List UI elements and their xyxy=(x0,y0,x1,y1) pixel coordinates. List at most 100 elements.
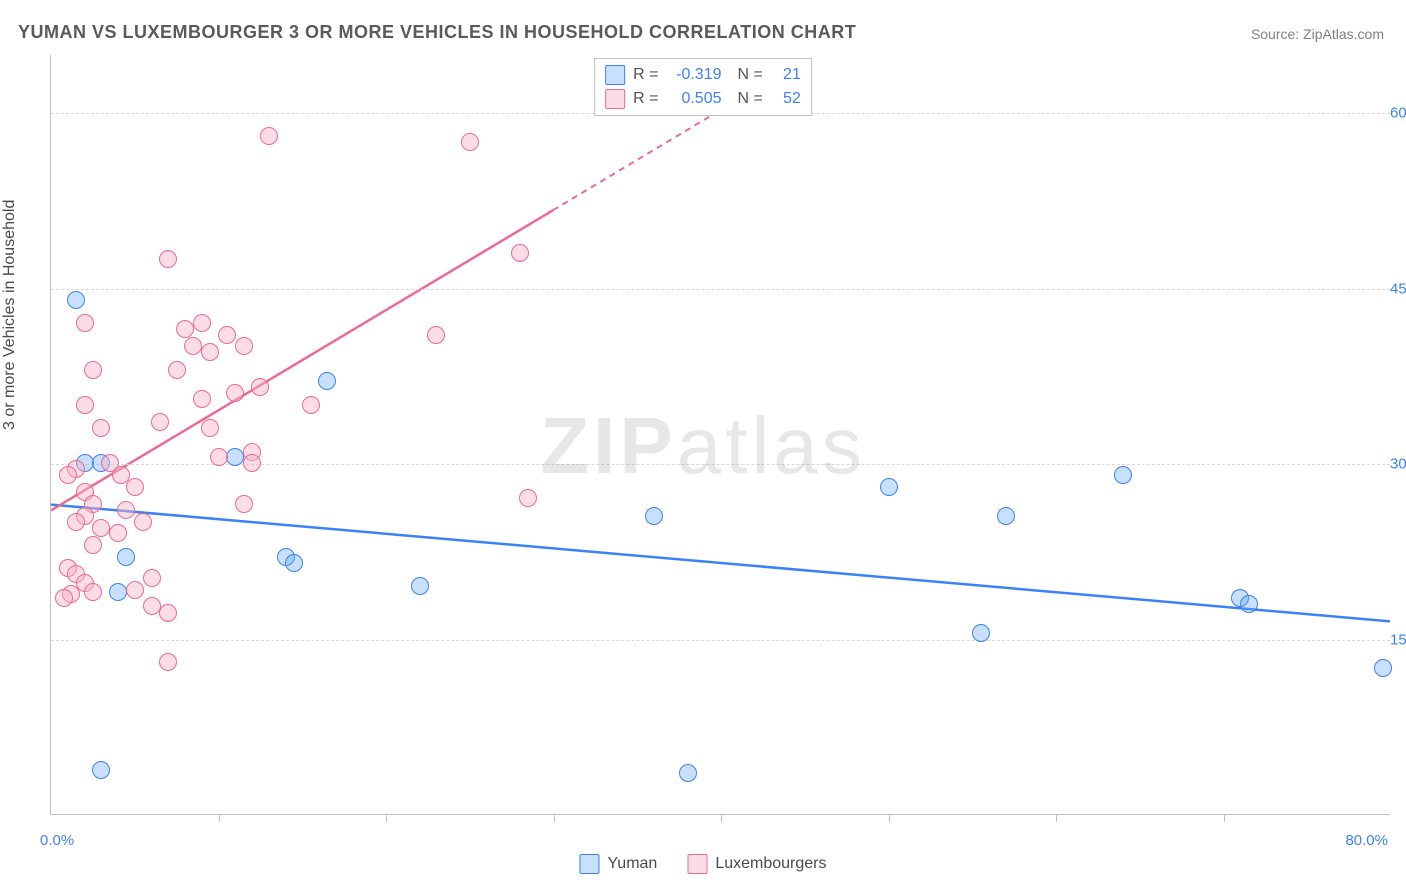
data-point xyxy=(997,507,1015,525)
data-point xyxy=(679,764,697,782)
gridline-h xyxy=(51,640,1390,641)
data-point xyxy=(645,507,663,525)
x-tick xyxy=(721,814,722,822)
data-point xyxy=(67,291,85,309)
data-point xyxy=(184,337,202,355)
data-point xyxy=(76,396,94,414)
legend-swatch xyxy=(687,854,707,874)
data-point xyxy=(67,513,85,531)
stat-n-value: 21 xyxy=(771,66,801,84)
data-point xyxy=(55,589,73,607)
stat-n-label: N = xyxy=(738,90,763,108)
data-point xyxy=(76,314,94,332)
stat-n-value: 52 xyxy=(771,90,801,108)
trend-line xyxy=(51,505,1390,622)
data-point xyxy=(92,761,110,779)
data-point xyxy=(117,548,135,566)
data-point xyxy=(260,127,278,145)
series-name: Luxembourgers xyxy=(715,855,826,873)
y-tick-label: 45.0% xyxy=(1390,280,1406,297)
data-point xyxy=(168,361,186,379)
stat-r-label: R = xyxy=(633,66,658,84)
stat-r-value: 0.505 xyxy=(667,90,722,108)
data-point xyxy=(143,597,161,615)
data-point xyxy=(880,478,898,496)
x-tick xyxy=(219,814,220,822)
data-point xyxy=(109,524,127,542)
data-point xyxy=(201,343,219,361)
data-point xyxy=(59,466,77,484)
data-point xyxy=(92,519,110,537)
data-point xyxy=(159,653,177,671)
data-point xyxy=(972,624,990,642)
data-point xyxy=(411,577,429,595)
data-point xyxy=(235,337,253,355)
trend-line xyxy=(51,210,553,510)
x-tick xyxy=(1056,814,1057,822)
y-axis-title: 3 or more Vehicles in Household xyxy=(1,200,19,430)
data-point xyxy=(318,372,336,390)
data-point xyxy=(117,501,135,519)
data-point xyxy=(84,361,102,379)
stat-n-label: N = xyxy=(738,66,763,84)
y-tick-label: 30.0% xyxy=(1390,456,1406,473)
x-axis-min-label: 0.0% xyxy=(40,832,74,849)
source-link[interactable]: ZipAtlas.com xyxy=(1303,26,1384,42)
scatter-plot-area: 15.0%30.0%45.0%60.0% xyxy=(50,55,1390,815)
stat-r-value: -0.319 xyxy=(667,66,722,84)
trend-lines-layer xyxy=(51,55,1390,814)
stat-r-label: R = xyxy=(633,90,658,108)
series-legend-item: Yuman xyxy=(580,854,658,874)
chart-title: YUMAN VS LUXEMBOURGER 3 OR MORE VEHICLES… xyxy=(18,22,856,43)
data-point xyxy=(151,413,169,431)
source-prefix: Source: xyxy=(1251,26,1303,42)
x-axis-max-label: 80.0% xyxy=(1345,832,1388,849)
y-tick-label: 15.0% xyxy=(1390,631,1406,648)
data-point xyxy=(176,320,194,338)
data-point xyxy=(226,384,244,402)
series-name: Yuman xyxy=(608,855,658,873)
data-point xyxy=(285,554,303,572)
source-attribution: Source: ZipAtlas.com xyxy=(1251,26,1384,42)
series-legend: Yuman Luxembourgers xyxy=(580,854,827,874)
data-point xyxy=(112,466,130,484)
series-legend-item: Luxembourgers xyxy=(687,854,826,874)
data-point xyxy=(1240,595,1258,613)
stats-legend-row: R = -0.319 N = 21 xyxy=(605,63,801,87)
stats-legend: R = -0.319 N = 21 R = 0.505 N = 52 xyxy=(594,58,812,116)
data-point xyxy=(193,390,211,408)
data-point xyxy=(235,495,253,513)
x-tick xyxy=(1224,814,1225,822)
y-tick-label: 60.0% xyxy=(1390,105,1406,122)
gridline-h xyxy=(51,289,1390,290)
data-point xyxy=(126,581,144,599)
data-point xyxy=(461,133,479,151)
data-point xyxy=(302,396,320,414)
legend-swatch xyxy=(605,65,625,85)
data-point xyxy=(1114,466,1132,484)
data-point xyxy=(159,604,177,622)
legend-swatch xyxy=(580,854,600,874)
legend-swatch xyxy=(605,89,625,109)
data-point xyxy=(1374,659,1392,677)
x-tick xyxy=(889,814,890,822)
data-point xyxy=(201,419,219,437)
data-point xyxy=(92,419,110,437)
x-tick xyxy=(554,814,555,822)
data-point xyxy=(210,448,228,466)
x-tick xyxy=(386,814,387,822)
data-point xyxy=(159,250,177,268)
data-point xyxy=(519,489,537,507)
data-point xyxy=(109,583,127,601)
stats-legend-row: R = 0.505 N = 52 xyxy=(605,87,801,111)
data-point xyxy=(243,454,261,472)
data-point xyxy=(143,569,161,587)
data-point xyxy=(427,326,445,344)
data-point xyxy=(134,513,152,531)
data-point xyxy=(226,448,244,466)
data-point xyxy=(84,536,102,554)
data-point xyxy=(84,583,102,601)
data-point xyxy=(193,314,211,332)
data-point xyxy=(251,378,269,396)
data-point xyxy=(218,326,236,344)
